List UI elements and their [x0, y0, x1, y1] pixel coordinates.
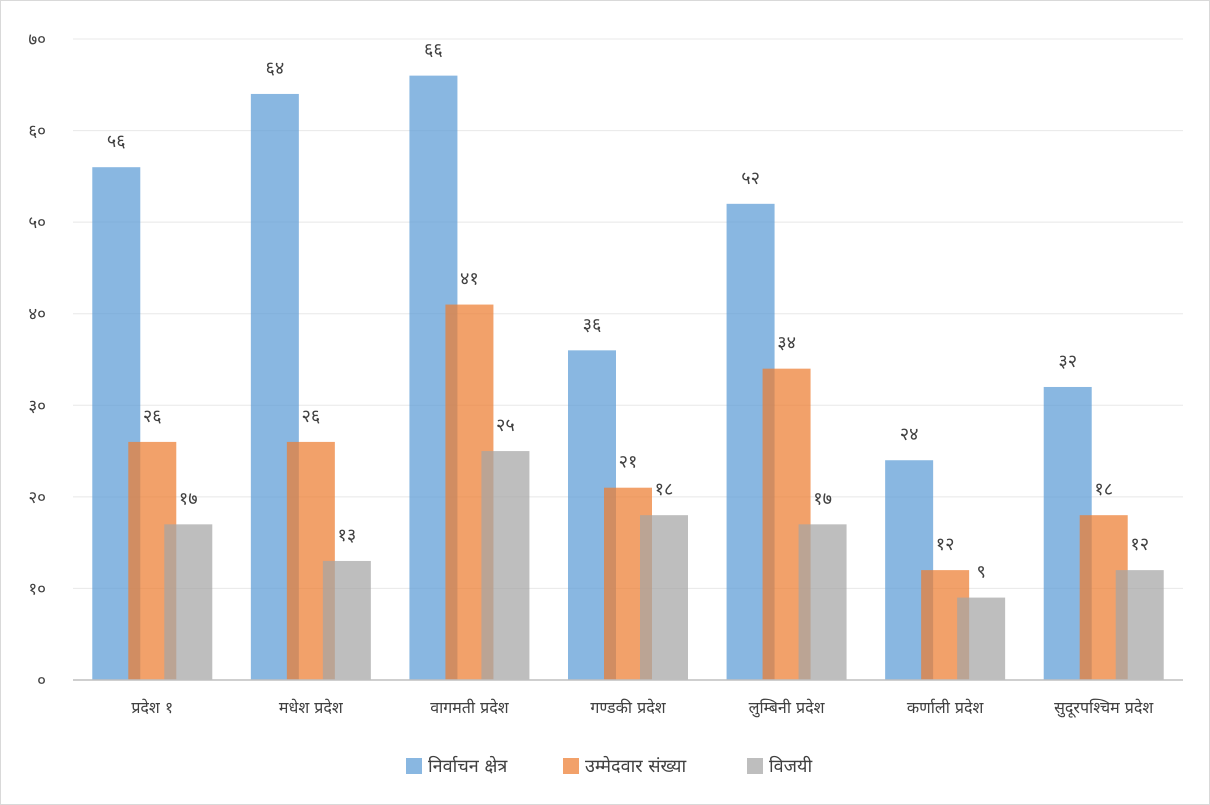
data-label: ३४: [777, 333, 796, 354]
bar: [957, 597, 1006, 680]
y-axis-ticks: ० १० २० ३० ४० ५० ६० ७०: [28, 30, 46, 691]
data-label: १३: [337, 525, 356, 546]
bar: [481, 451, 530, 680]
data-label: २५: [496, 415, 515, 436]
legend-label: निर्वाचन क्षेत्र: [428, 755, 508, 777]
data-label: ५६: [107, 131, 126, 152]
data-label: ३६: [583, 314, 602, 335]
category-label: लुम्बिनी प्रदेश: [749, 698, 826, 718]
y-tick-label: १०: [28, 579, 46, 599]
bar: [798, 524, 847, 680]
data-label: २४: [900, 424, 919, 445]
data-label: १७: [813, 488, 832, 509]
bar: [322, 560, 371, 680]
category-label: प्रदेश १: [131, 698, 173, 717]
legend-swatch: [406, 758, 422, 774]
data-label: १८: [655, 479, 674, 500]
data-label: २१: [619, 452, 638, 473]
data-label: ५२: [741, 168, 760, 189]
bar: [1115, 570, 1164, 680]
data-label: १२: [1130, 534, 1149, 555]
category-label: गण्डकी प्रदेश: [590, 698, 666, 717]
data-label: १२: [936, 534, 955, 555]
category-label: वागमती प्रदेश: [430, 698, 510, 717]
data-label: २६: [143, 406, 162, 427]
data-label: ६४: [265, 58, 284, 79]
data-label: ६६: [424, 40, 443, 61]
data-label: ९: [976, 562, 985, 583]
legend-label: उम्मेदवार संख्या: [585, 755, 686, 777]
category-label: सुदूरपश्चिम प्रदेश: [1054, 698, 1154, 718]
legend-swatch: [563, 758, 579, 774]
category-label: कर्णाली प्रदेश: [907, 698, 985, 717]
category-label: मधेश प्रदेश: [279, 698, 344, 717]
bars: [92, 75, 1164, 681]
data-label: ४१: [460, 269, 479, 290]
y-tick-label: ३०: [28, 396, 46, 416]
bar: [640, 515, 688, 680]
data-label: १७: [179, 488, 198, 509]
y-tick-label: २०: [28, 488, 46, 508]
legend-label: विजयी: [769, 755, 812, 777]
legend: निर्वाचन क्षेत्र उम्मेदवार संख्या विजयी: [406, 755, 812, 777]
y-tick-label: ०: [37, 671, 46, 691]
data-label: १८: [1094, 479, 1113, 500]
y-tick-label: ७०: [28, 30, 46, 50]
data-label: २६: [301, 406, 320, 427]
y-tick-label: ६०: [28, 122, 46, 142]
y-tick-label: ४०: [28, 305, 46, 325]
y-tick-label: ५०: [28, 213, 46, 233]
bar: [164, 524, 213, 680]
x-axis: प्रदेश १ मधेश प्रदेश वागमती प्रदेश गण्डकी प…: [73, 679, 1183, 718]
legend-swatch: [747, 758, 763, 774]
data-label: ३२: [1058, 351, 1077, 372]
